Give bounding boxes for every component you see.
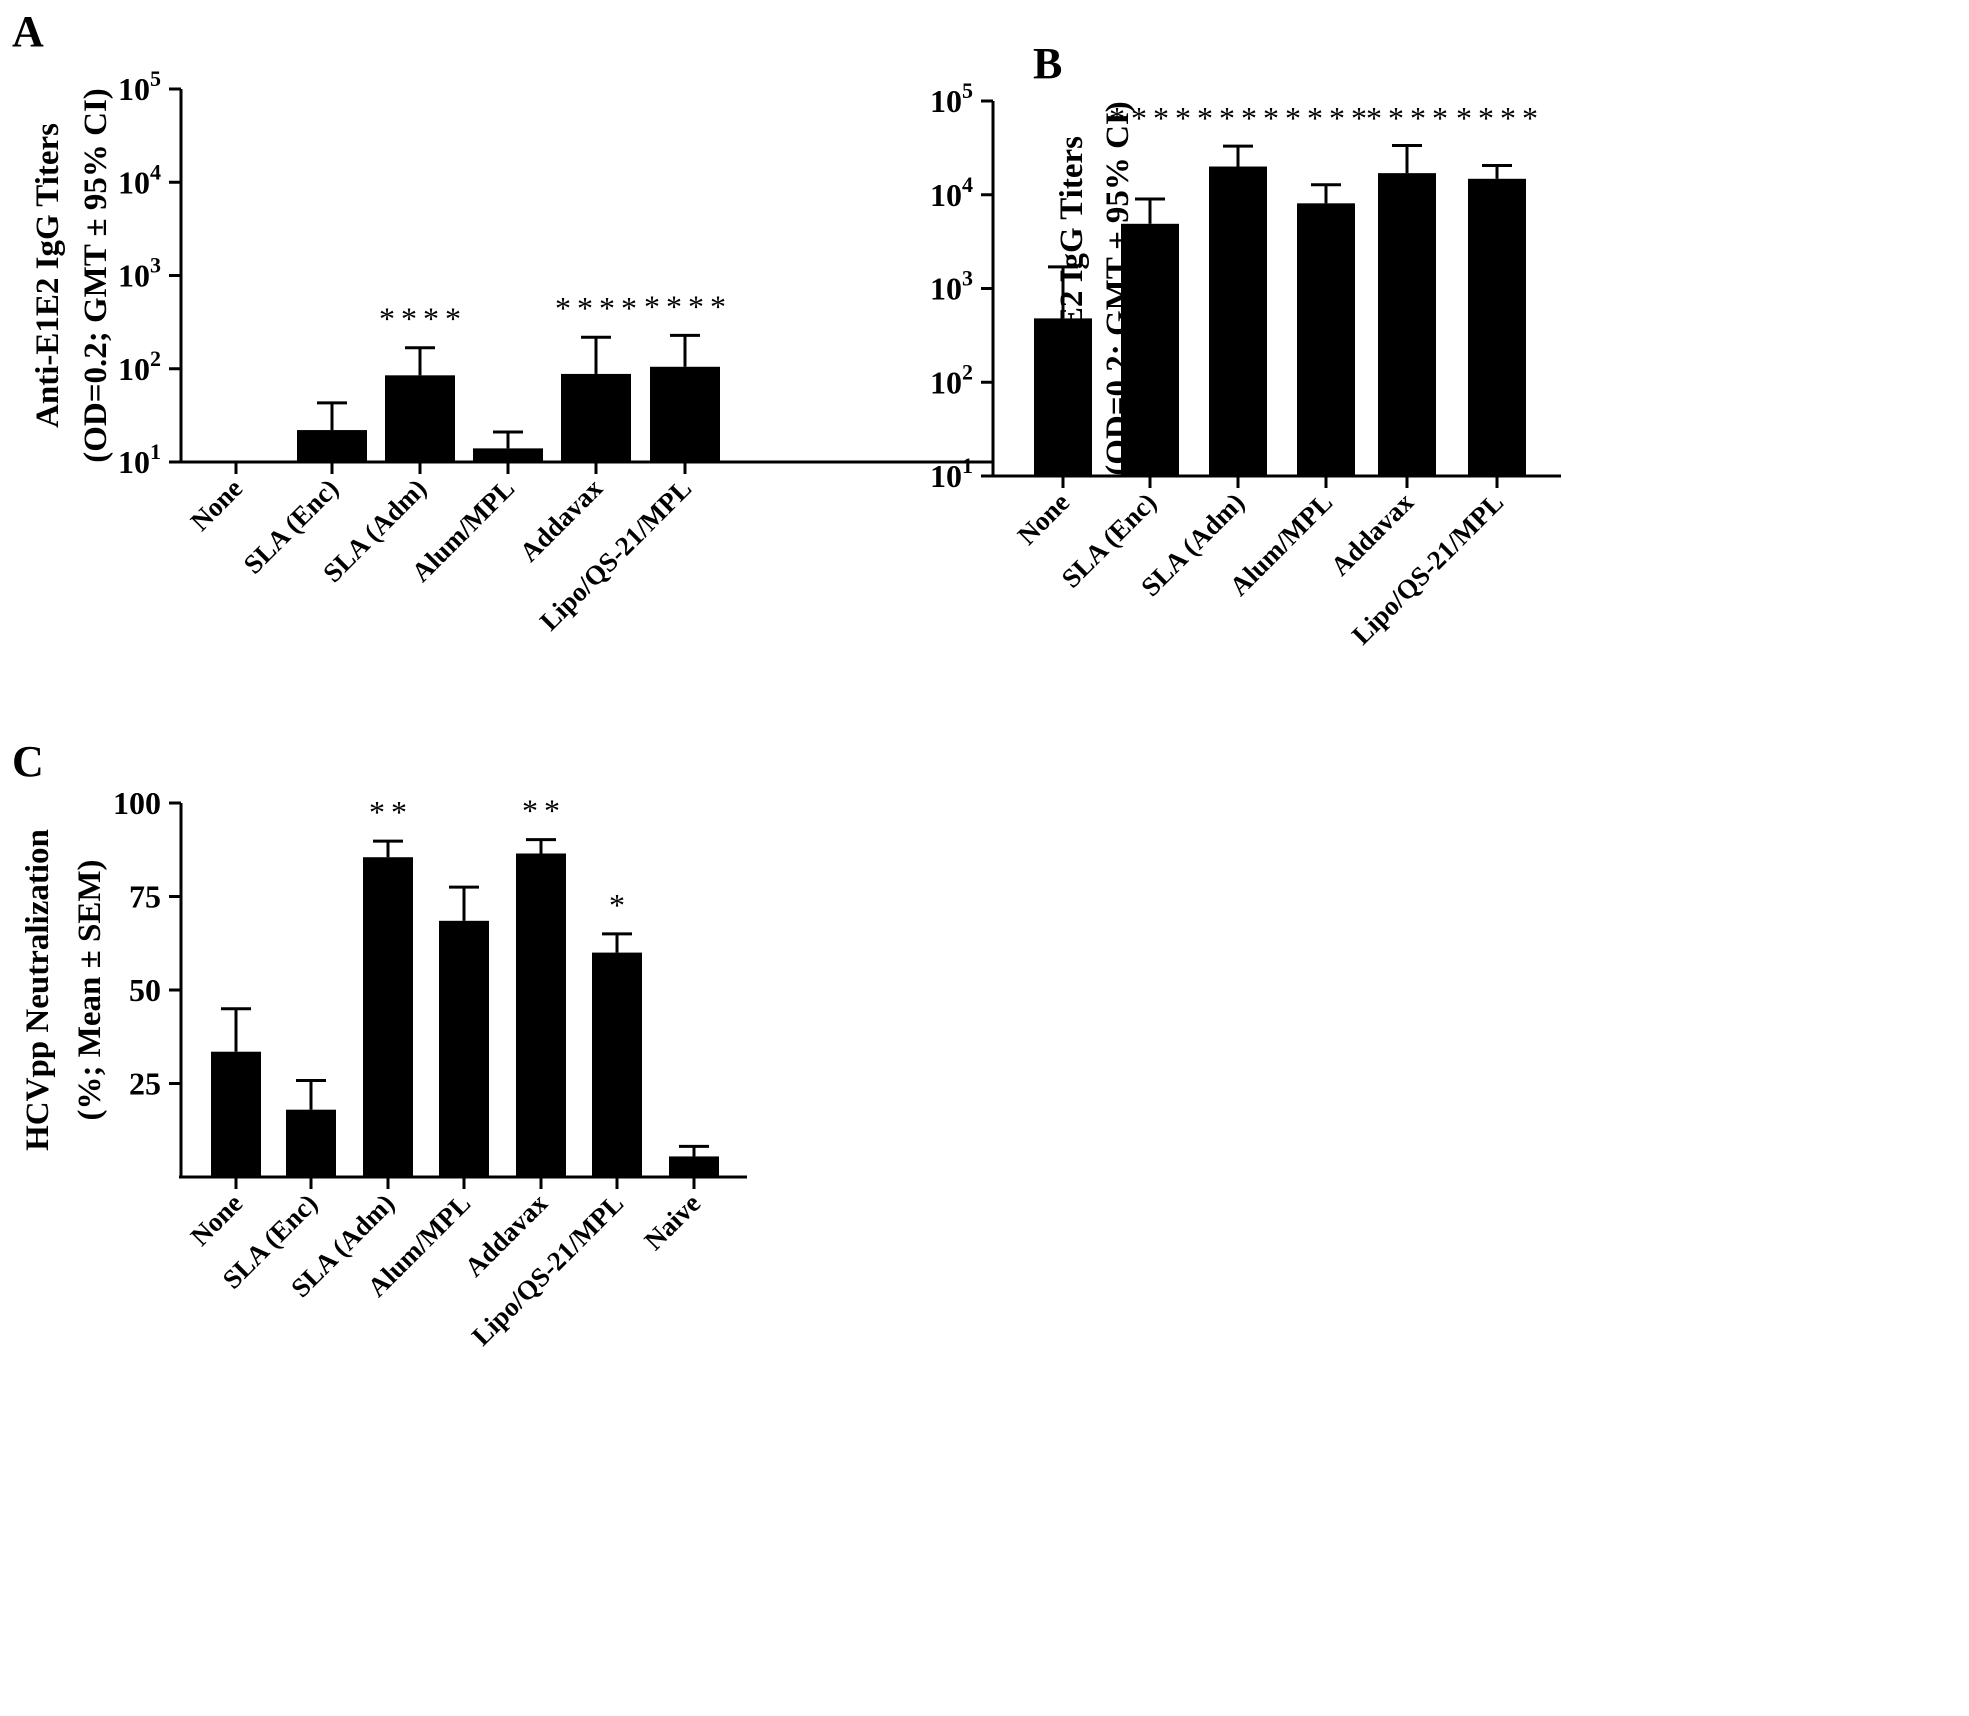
y-tick-label: 75 (129, 879, 161, 915)
y-tick-label: 101 (930, 453, 973, 494)
y-tick-label: 103 (118, 253, 161, 294)
y-tick-base: 10 (930, 83, 962, 119)
y-tick-exponent: 2 (962, 359, 973, 384)
panel-letter: C (12, 737, 44, 786)
significance-marker: **** (1197, 100, 1285, 136)
bar (516, 853, 566, 1177)
y-tick-exponent: 2 (150, 346, 161, 371)
y-tick-base: 10 (930, 271, 962, 307)
bar (439, 920, 489, 1177)
significance-marker: **** (1285, 100, 1373, 136)
x-tick-label: None (185, 473, 249, 537)
significance-marker: **** (1109, 100, 1197, 136)
bar (1034, 318, 1092, 476)
significance-marker: ** (369, 794, 413, 830)
x-tick-label: Addavax (514, 473, 609, 568)
y-tick-base: 10 (930, 458, 962, 494)
significance-marker: **** (644, 288, 732, 324)
y-tick-base: 10 (118, 351, 150, 387)
bar (650, 366, 720, 462)
bar (669, 1156, 719, 1177)
y-tick-base: 10 (118, 71, 150, 107)
y-tick-base: 10 (118, 444, 150, 480)
bar (211, 1051, 261, 1177)
y-tick-exponent: 3 (962, 266, 973, 291)
panel-c: C 25 50 75 100 HCVpp Neutralization (%; Mean ±… (12, 737, 747, 1351)
bar (297, 430, 367, 462)
y-tick-label: 104 (930, 172, 973, 213)
y-tick-exponent: 4 (150, 159, 161, 184)
y-tick-exponent: 5 (150, 66, 161, 91)
y-tick-base: 10 (930, 177, 962, 213)
significance-marker: **** (1456, 100, 1544, 136)
bar (1121, 223, 1179, 476)
y-axis-label: (%; Mean ± SEM) (72, 860, 108, 1121)
y-tick-base: 10 (930, 364, 962, 400)
y-tick-base: 10 (118, 258, 150, 294)
bar (363, 857, 413, 1177)
y-tick-label: 105 (930, 78, 973, 119)
bar (1297, 203, 1355, 476)
bar (561, 373, 631, 462)
y-tick-label: 25 (129, 1066, 161, 1102)
y-tick-label: 102 (118, 346, 161, 387)
x-tick-label: Addavax (1325, 487, 1420, 582)
y-axis-label: Anti-E1E2 IgG Titers (30, 123, 66, 428)
significance-marker: * (609, 887, 631, 923)
y-tick-exponent: 4 (962, 172, 973, 197)
panel-letter: A (12, 7, 44, 56)
significance-marker: **** (1366, 100, 1454, 136)
significance-marker: ** (522, 793, 566, 829)
significance-marker: **** (555, 290, 643, 326)
x-tick-label: None (185, 1188, 249, 1252)
y-axis-label: HCVpp Neutralization (20, 829, 56, 1151)
y-tick-label: 105 (118, 66, 161, 107)
y-tick-label: 100 (113, 785, 161, 821)
significance-marker: **** (379, 301, 467, 337)
y-axis-label: (OD=0.2; GMT ± 95% CI) (78, 88, 114, 463)
y-tick-base: 10 (118, 164, 150, 200)
bar (286, 1109, 336, 1177)
panel-letter: B (1033, 39, 1062, 88)
bar (385, 375, 455, 462)
bar (473, 448, 543, 462)
y-tick-label: 104 (118, 159, 161, 200)
y-tick-exponent: 5 (962, 78, 973, 103)
y-tick-exponent: 3 (150, 253, 161, 278)
bar (1468, 178, 1526, 476)
x-tick-label: Naive (638, 1188, 706, 1256)
bar (592, 952, 642, 1177)
x-tick-label: Lipo/QS-21/MPL (534, 473, 697, 636)
y-tick-label: 102 (930, 359, 973, 400)
y-tick-label: 101 (118, 439, 161, 480)
bar (1209, 166, 1267, 476)
x-tick-label: Lipo/QS-21/MPL (1346, 487, 1509, 650)
x-tick-label: None (1012, 487, 1076, 551)
bar (1378, 173, 1436, 476)
y-tick-label: 50 (129, 972, 161, 1008)
y-tick-exponent: 1 (150, 439, 161, 464)
y-tick-exponent: 1 (962, 453, 973, 478)
y-tick-label: 103 (930, 266, 973, 307)
